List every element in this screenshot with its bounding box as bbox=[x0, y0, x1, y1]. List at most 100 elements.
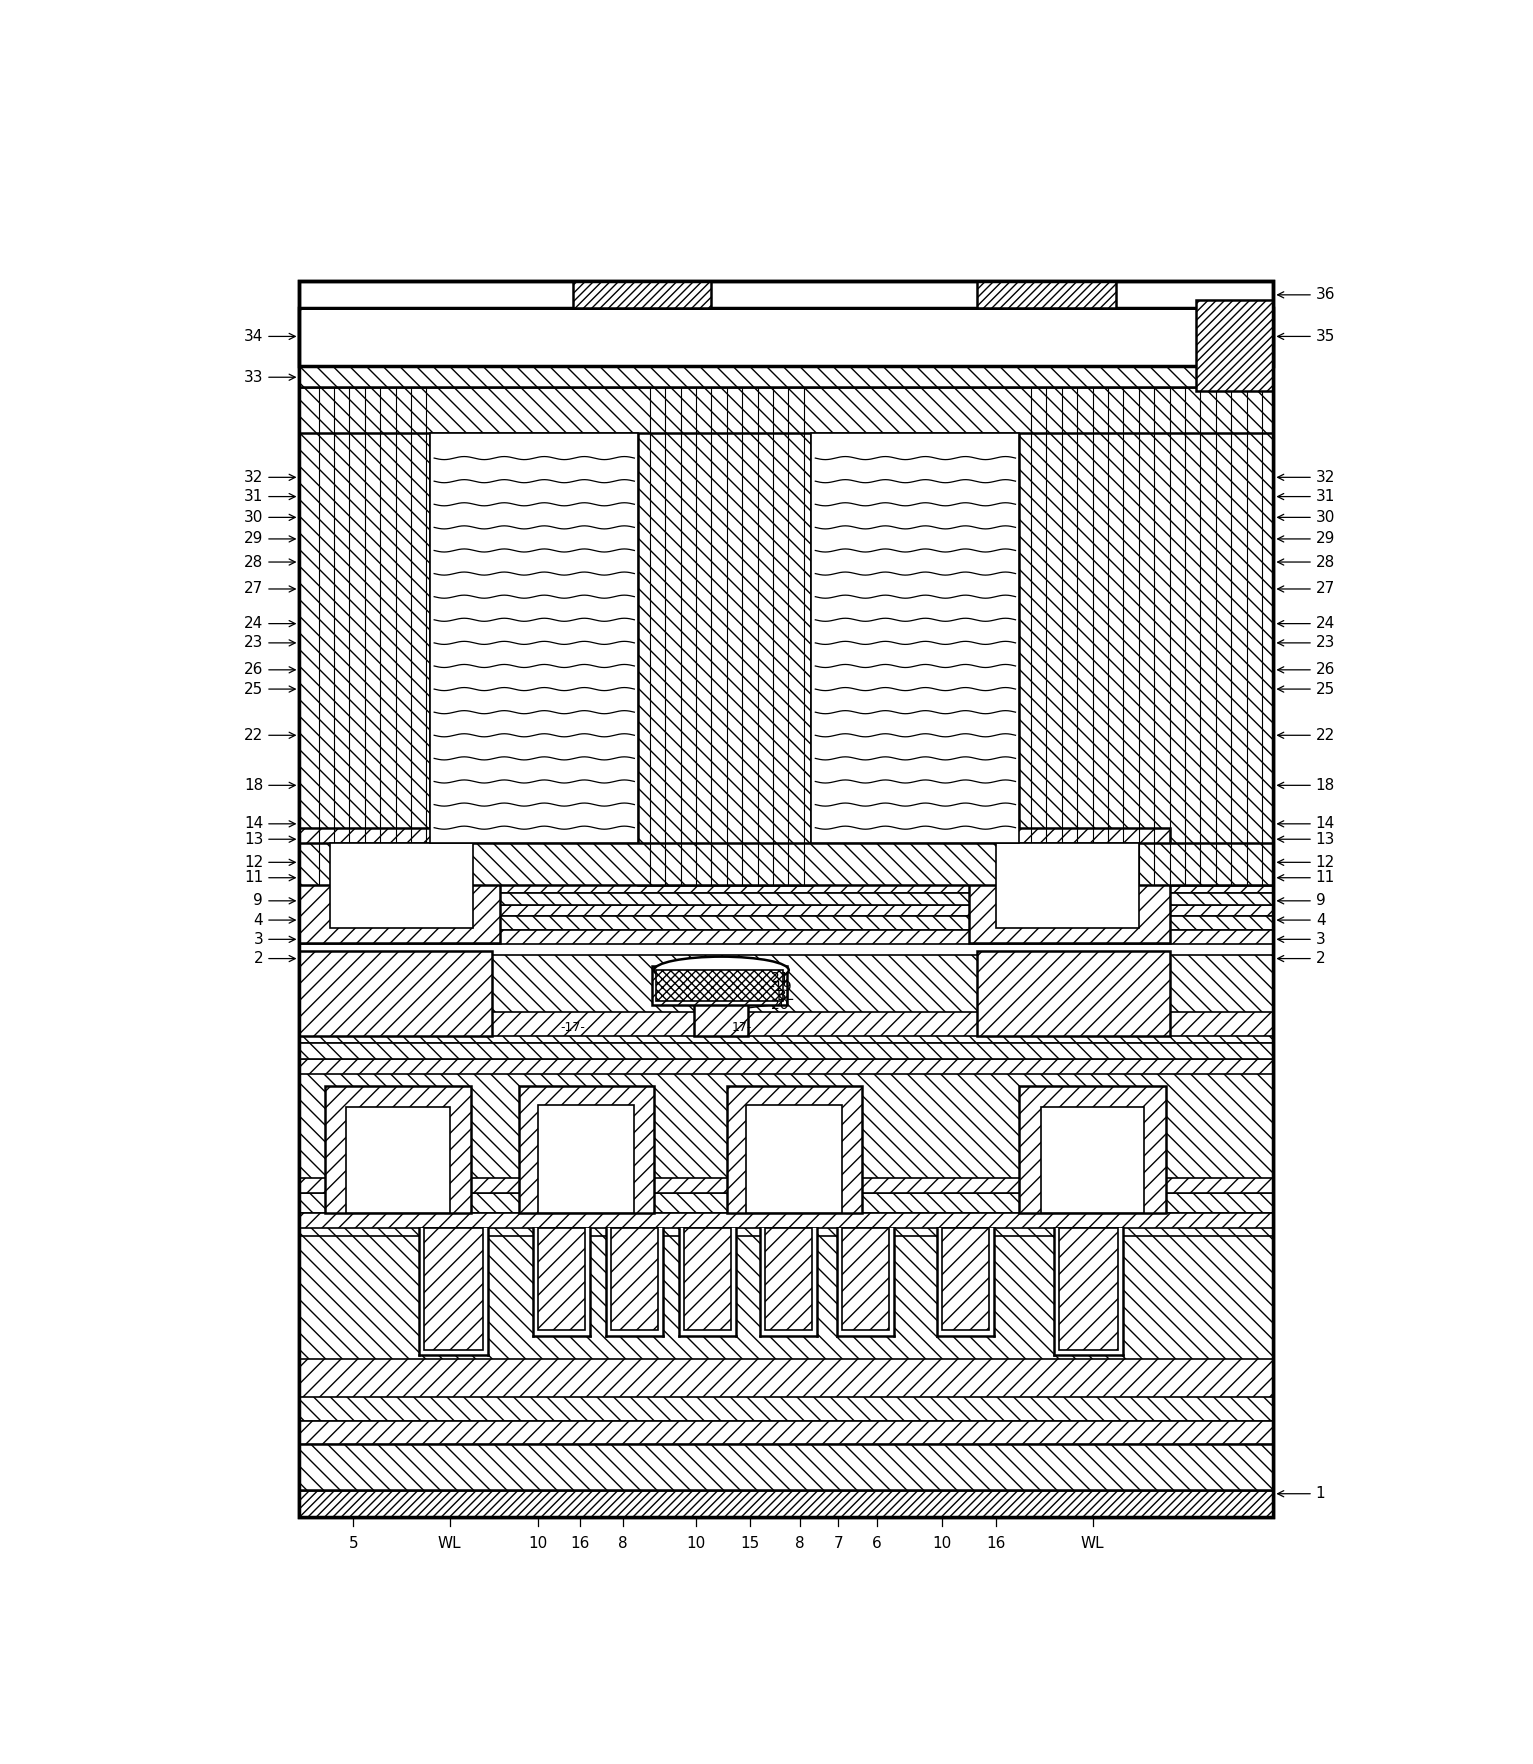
Text: 7: 7 bbox=[834, 1536, 843, 1551]
Bar bbox=[299, 882, 1274, 893]
Bar bbox=[538, 1228, 586, 1330]
Text: 6: 6 bbox=[872, 1536, 881, 1551]
Text: 5: 5 bbox=[348, 1536, 359, 1551]
Text: 4: 4 bbox=[1277, 912, 1326, 928]
Bar bbox=[811, 434, 1019, 843]
Text: 13: 13 bbox=[244, 833, 296, 847]
Text: 4: 4 bbox=[253, 912, 296, 928]
Text: 17-: 17- bbox=[731, 1021, 753, 1034]
Text: 9: 9 bbox=[1277, 893, 1326, 908]
Text: 11: 11 bbox=[1277, 870, 1335, 886]
Text: 16: 16 bbox=[570, 1536, 590, 1551]
Text: 24: 24 bbox=[1277, 616, 1335, 632]
Bar bbox=[299, 951, 492, 1035]
Bar bbox=[573, 280, 711, 309]
Bar bbox=[299, 1212, 1274, 1228]
Text: 12: 12 bbox=[244, 856, 296, 870]
Bar bbox=[1059, 1228, 1118, 1349]
Text: 8: 8 bbox=[796, 1536, 805, 1551]
Bar bbox=[747, 1104, 842, 1212]
Bar bbox=[299, 893, 1274, 905]
Bar bbox=[299, 944, 1274, 954]
Text: 27: 27 bbox=[244, 582, 296, 596]
Bar bbox=[299, 1358, 1274, 1397]
Bar bbox=[638, 388, 811, 886]
Bar bbox=[299, 1013, 1274, 1035]
Bar bbox=[679, 1228, 737, 1335]
Bar bbox=[1019, 1085, 1165, 1212]
Text: 27: 27 bbox=[1277, 582, 1335, 596]
Text: 28: 28 bbox=[1277, 554, 1335, 570]
Bar bbox=[299, 905, 1274, 916]
Bar bbox=[299, 365, 1274, 388]
Bar bbox=[837, 1228, 895, 1335]
Bar bbox=[419, 1228, 487, 1355]
Text: 14: 14 bbox=[244, 817, 296, 831]
Bar bbox=[299, 388, 1274, 434]
Bar bbox=[299, 944, 1274, 1043]
Text: 10: 10 bbox=[687, 1536, 705, 1551]
Text: 30: 30 bbox=[244, 510, 296, 526]
Text: 3: 3 bbox=[253, 931, 296, 947]
Text: 1: 1 bbox=[1277, 1487, 1326, 1501]
Bar bbox=[299, 930, 1274, 944]
Text: 26: 26 bbox=[244, 662, 296, 677]
Bar bbox=[996, 843, 1139, 928]
Text: 2: 2 bbox=[253, 951, 296, 967]
Bar bbox=[299, 870, 1274, 882]
Bar bbox=[652, 967, 786, 1005]
Bar bbox=[612, 1228, 658, 1330]
Text: 26: 26 bbox=[1277, 662, 1335, 677]
Text: 31: 31 bbox=[1277, 489, 1335, 505]
Bar bbox=[1055, 1228, 1124, 1355]
Bar bbox=[842, 1228, 889, 1330]
Bar bbox=[346, 1108, 449, 1212]
Text: 2: 2 bbox=[1277, 951, 1326, 967]
Bar bbox=[943, 1228, 989, 1330]
Bar bbox=[765, 1228, 812, 1330]
Bar bbox=[977, 951, 1170, 1035]
Text: 35: 35 bbox=[1277, 328, 1335, 344]
Text: BL: BL bbox=[777, 988, 794, 1002]
Text: 32: 32 bbox=[244, 469, 296, 485]
Text: 8: 8 bbox=[618, 1536, 627, 1551]
Bar bbox=[302, 310, 1271, 363]
Bar bbox=[299, 280, 1274, 1517]
Bar bbox=[684, 1228, 731, 1330]
Bar bbox=[518, 1085, 653, 1212]
Text: 34: 34 bbox=[244, 328, 296, 344]
Text: 18: 18 bbox=[244, 778, 296, 792]
Text: 18: 18 bbox=[1277, 778, 1335, 792]
Text: 28: 28 bbox=[244, 554, 296, 570]
Text: WL: WL bbox=[438, 1536, 461, 1551]
Text: 25: 25 bbox=[244, 681, 296, 697]
Bar bbox=[299, 388, 431, 886]
Text: 32: 32 bbox=[1277, 469, 1335, 485]
Bar bbox=[299, 280, 1274, 1517]
Bar bbox=[299, 1491, 1274, 1517]
Bar bbox=[330, 843, 472, 928]
Text: 14: 14 bbox=[1277, 817, 1335, 831]
Bar bbox=[299, 1043, 1274, 1058]
Bar bbox=[1196, 300, 1274, 392]
Text: 33: 33 bbox=[244, 370, 296, 385]
Bar bbox=[937, 1228, 995, 1335]
Bar bbox=[969, 827, 1170, 944]
Bar bbox=[431, 434, 638, 843]
Ellipse shape bbox=[655, 956, 789, 984]
Bar bbox=[299, 1058, 1274, 1074]
Bar bbox=[425, 1228, 483, 1349]
Bar bbox=[299, 309, 1274, 365]
Bar bbox=[694, 997, 748, 1035]
Text: 13: 13 bbox=[1277, 833, 1335, 847]
Text: 12: 12 bbox=[1277, 856, 1335, 870]
Text: 9: 9 bbox=[253, 893, 296, 908]
Text: 16: 16 bbox=[987, 1536, 1006, 1551]
Bar bbox=[299, 1194, 1274, 1212]
Text: 20: 20 bbox=[771, 998, 789, 1013]
Text: 36: 36 bbox=[1277, 288, 1335, 302]
Text: 29: 29 bbox=[244, 531, 296, 547]
Text: 23: 23 bbox=[244, 635, 296, 651]
Bar bbox=[977, 280, 1116, 309]
Text: 24: 24 bbox=[244, 616, 296, 632]
